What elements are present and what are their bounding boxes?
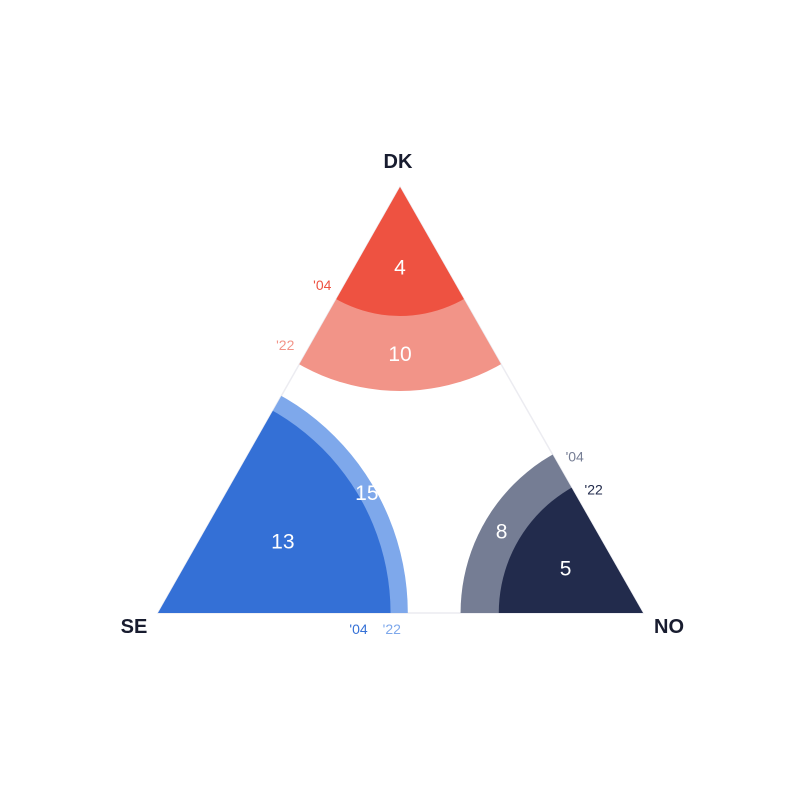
value-label-dk-04: 4 xyxy=(394,256,406,279)
year-tick-se-04: '04 xyxy=(349,621,367,637)
label-layer: '04 4 '22 10 DK '04 13 '22 15 SE '04 8 '22 5 NO xyxy=(121,151,684,638)
year-tick-no-22: '22 xyxy=(585,482,603,498)
value-label-no-22: 5 xyxy=(560,558,572,581)
corner-label-se: SE xyxy=(121,616,148,638)
value-label-se-04: 13 xyxy=(271,530,294,553)
value-label-no-04: 8 xyxy=(496,521,508,544)
value-label-se-22: 15 xyxy=(355,482,378,505)
arc-se-04 xyxy=(158,380,391,613)
value-label-dk-22: 10 xyxy=(388,343,411,366)
year-tick-dk-22: '22 xyxy=(276,337,294,353)
year-tick-dk-04: '04 xyxy=(313,277,331,293)
year-tick-se-22: '22 xyxy=(383,621,401,637)
year-tick-no-04: '04 xyxy=(566,448,584,464)
arc-no-22 xyxy=(498,468,643,613)
corner-label-dk: DK xyxy=(384,151,413,173)
corner-label-no: NO xyxy=(654,616,684,638)
